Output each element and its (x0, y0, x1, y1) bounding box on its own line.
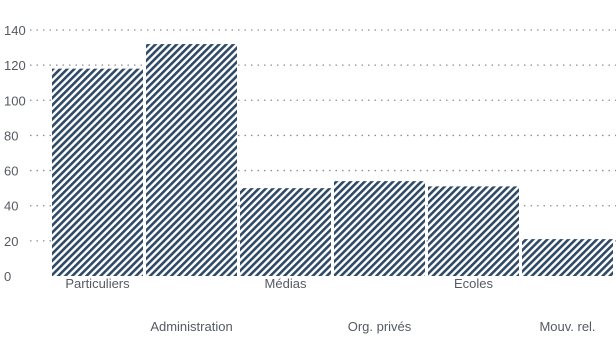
x-category-label: Org. privés (348, 319, 412, 334)
bar-org-priv-s (334, 181, 425, 276)
x-category-label: Particuliers (65, 276, 130, 291)
bar-m-dias (240, 188, 331, 276)
x-category-label: Administration (150, 319, 232, 334)
y-tick-label: 140 (4, 23, 26, 38)
y-tick-label: 120 (4, 58, 26, 73)
x-category-label: Médias (265, 276, 307, 291)
y-tick-label: 80 (4, 128, 18, 143)
bars (52, 44, 613, 277)
bar-mouv-rel (522, 239, 613, 276)
y-tick-label: 0 (4, 269, 11, 284)
x-category-label: Mouv. rel. (539, 319, 595, 334)
bar-administration (146, 44, 237, 276)
y-tick-label: 40 (4, 199, 18, 214)
y-tick-label: 100 (4, 93, 26, 108)
x-category-label: Ecoles (454, 276, 494, 291)
y-axis-ticks: 0 20 40 60 80 100 120 140 (4, 23, 26, 284)
y-tick-label: 20 (4, 234, 18, 249)
bar-ecoles (428, 186, 519, 276)
y-tick-label: 60 (4, 164, 18, 179)
x-axis-labels: Particuliers Administration Médias Org. pri… (65, 276, 595, 334)
bar-particuliers (52, 68, 143, 277)
